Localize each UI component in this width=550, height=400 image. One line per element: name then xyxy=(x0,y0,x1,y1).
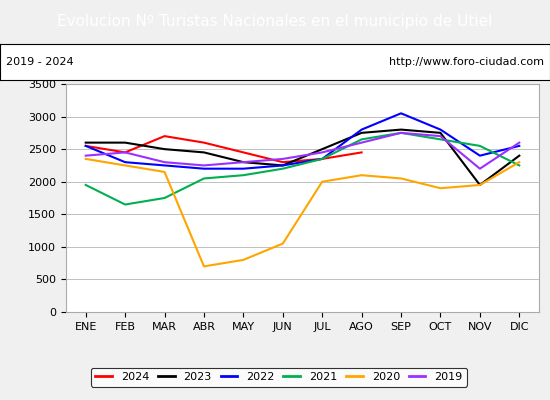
Legend: 2024, 2023, 2022, 2021, 2020, 2019: 2024, 2023, 2022, 2021, 2020, 2019 xyxy=(91,368,467,387)
Text: Evolucion Nº Turistas Nacionales en el municipio de Utiel: Evolucion Nº Turistas Nacionales en el m… xyxy=(57,14,493,29)
Text: http://www.foro-ciudad.com: http://www.foro-ciudad.com xyxy=(389,57,544,67)
Text: 2019 - 2024: 2019 - 2024 xyxy=(6,57,73,67)
